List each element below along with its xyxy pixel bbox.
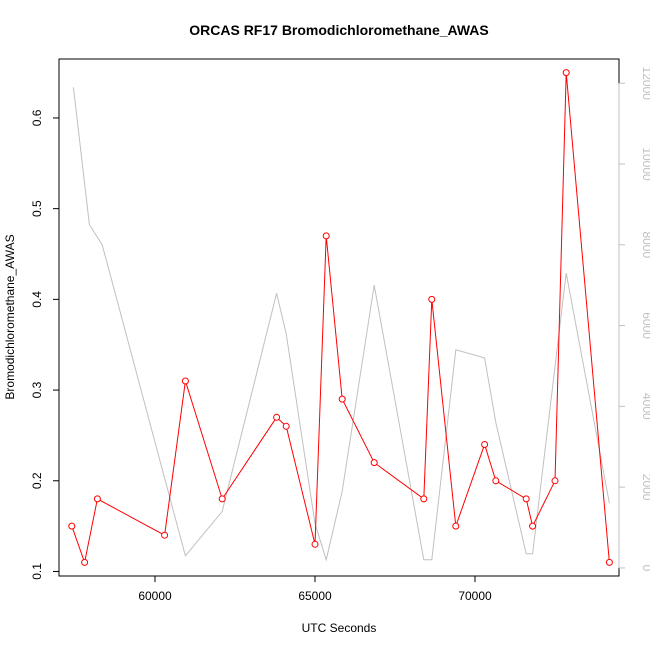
y-tick-label: 0.1	[30, 563, 44, 580]
x-axis-label: UTC Seconds	[302, 621, 377, 635]
data-point	[161, 531, 169, 539]
y2-tick-label: 12000	[640, 67, 650, 101]
data-point	[551, 477, 559, 485]
data-point	[562, 69, 570, 77]
data-point	[93, 495, 101, 503]
data-point	[218, 495, 226, 503]
y2-tick-label: 4000	[640, 393, 650, 420]
x-tick-label: 60000	[138, 589, 172, 603]
data-point	[81, 558, 89, 566]
data-point	[452, 522, 460, 530]
data-point	[273, 413, 281, 421]
y2-tick-label: 10000	[640, 147, 650, 181]
y-tick-label: 0.5	[30, 200, 44, 217]
data-point	[181, 377, 189, 385]
data-point	[338, 395, 346, 403]
data-point	[529, 522, 537, 530]
data-point	[492, 477, 500, 485]
y2-tick-label: 0	[640, 565, 650, 572]
y-tick-label: 0.3	[30, 381, 44, 398]
data-point	[428, 295, 436, 303]
y2-tick-label: 2000	[640, 474, 650, 501]
y-axis-label: Bromodichloromethane_AWAS	[3, 234, 17, 399]
data-point	[370, 459, 378, 467]
y-tick-label: 0.4	[30, 291, 44, 308]
data-point	[522, 495, 530, 503]
data-point	[322, 232, 330, 240]
series-line-right	[72, 87, 610, 562]
x-tick-label: 65000	[298, 589, 332, 603]
y-tick-label: 0.6	[30, 109, 44, 126]
series-line-left	[71, 72, 610, 565]
data-point	[68, 522, 76, 530]
data-point	[282, 422, 290, 430]
data-point	[605, 558, 613, 566]
data-point	[481, 441, 489, 448]
y2-tick-label: 6000	[640, 312, 650, 339]
chart-title: ORCAS RF17 Bromodichloromethane_AWAS	[189, 22, 489, 38]
data-point	[311, 540, 319, 548]
y-tick-label: 0.2	[30, 472, 44, 489]
data-point	[420, 495, 428, 503]
y2-tick-label: 8000	[640, 231, 650, 258]
plot-area	[68, 69, 613, 566]
x-tick-label: 70000	[458, 589, 492, 603]
